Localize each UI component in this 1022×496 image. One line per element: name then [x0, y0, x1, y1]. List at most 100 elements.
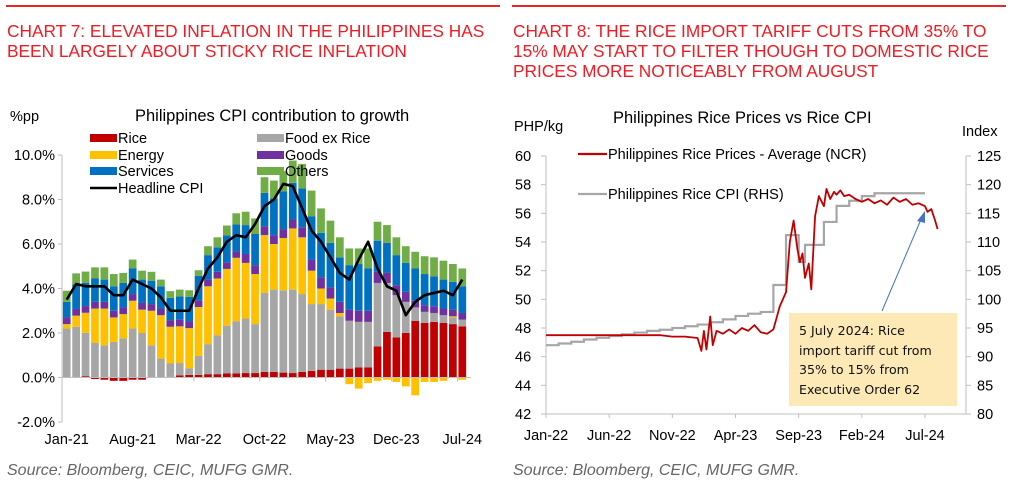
bar-rice: [307, 370, 316, 378]
bar-food-ex-rice: [326, 309, 335, 370]
bar-food-ex-rice: [449, 317, 457, 325]
chart7-ytick-label: 0.0%: [22, 371, 55, 387]
bar-energy: [270, 244, 278, 290]
bar-energy: [420, 377, 429, 382]
chart8-ytick-label-right: 85: [977, 378, 993, 394]
bar-others: [175, 289, 184, 297]
bar-others: [364, 248, 372, 269]
bar-food-ex-rice: [241, 318, 250, 374]
bar-services: [354, 264, 363, 311]
bar-services: [392, 255, 401, 286]
bar-services: [317, 232, 325, 278]
bar-energy: [307, 270, 316, 305]
bar-others: [91, 267, 99, 279]
chart7-ytick-label: 10.0%: [14, 148, 55, 164]
bar-food-ex-rice: [119, 338, 128, 378]
bar-rice: [204, 374, 212, 378]
bar-energy: [72, 315, 80, 327]
chart7-ytick-label: -2.0%: [17, 415, 55, 431]
bar-rice: [241, 373, 250, 378]
chart8-ylabel-right: Index: [962, 124, 998, 140]
bar-services: [439, 279, 448, 309]
headline-cpi-line: [65, 182, 464, 317]
chart8-ytick-label-right: 100: [977, 292, 1001, 308]
bar-rice: [449, 324, 457, 378]
bar-energy: [109, 317, 118, 342]
bar-rice: [128, 377, 137, 380]
bar-services: [109, 286, 118, 311]
bar-rice: [298, 371, 307, 378]
bar-services: [251, 233, 259, 266]
bar-energy: [241, 262, 250, 319]
bar-services: [288, 182, 297, 220]
bar-energy: [345, 377, 354, 385]
bar-rice: [373, 346, 382, 378]
bar-energy: [458, 377, 467, 380]
chart8-xtick-label: Jan-22: [524, 428, 568, 444]
right-header-rule: [512, 5, 1006, 7]
bar-energy: [326, 298, 335, 310]
chart8-ytick-label-right: 115: [977, 206, 1000, 222]
bar-goods: [401, 291, 410, 302]
bar-rice: [411, 320, 420, 378]
bar-others: [439, 260, 448, 280]
bar-services: [326, 242, 335, 288]
bar-rice: [213, 374, 222, 378]
bar-energy: [364, 377, 372, 384]
bar-others: [138, 270, 146, 280]
bar-food-ex-rice: [175, 363, 184, 376]
bar-services: [335, 257, 344, 302]
bar-goods: [175, 319, 184, 327]
bar-goods: [345, 309, 354, 321]
bar-food-ex-rice: [420, 311, 429, 323]
bar-rice: [91, 377, 99, 380]
bar-services: [307, 216, 316, 260]
bar-services: [213, 247, 222, 272]
bar-goods: [430, 306, 438, 313]
bar-rice: [270, 371, 278, 378]
bar-rice: [185, 374, 194, 378]
bar-energy: [138, 309, 146, 333]
bar-food-ex-rice: [185, 368, 194, 375]
chart8-ytick-label-left: 50: [515, 292, 531, 308]
bar-goods: [251, 265, 259, 275]
bar-goods: [100, 301, 109, 309]
rice-price-line: [546, 188, 939, 352]
bar-food-ex-rice: [213, 335, 222, 375]
chart8-xtick-label: Sep-23: [775, 428, 822, 444]
chart7-xtick-label: May-23: [306, 432, 354, 448]
bar-rice: [260, 371, 269, 378]
bar-goods: [109, 310, 118, 318]
bar-goods: [307, 259, 316, 271]
chart7-xtick-label: Oct-22: [243, 432, 287, 448]
bar-goods: [439, 308, 448, 316]
bar-others: [326, 220, 335, 243]
bar-food-ex-rice: [430, 312, 438, 322]
bar-goods: [222, 262, 231, 269]
legend-label-headline-cpi: Headline CPI: [118, 181, 203, 197]
chart8-ytick-label-right: 110: [977, 235, 1000, 251]
legend-label-others: Others: [285, 164, 329, 180]
bar-others: [335, 237, 344, 258]
bar-energy: [430, 377, 438, 382]
bar-goods: [260, 226, 269, 236]
bar-rice: [392, 337, 401, 378]
bar-rice: [458, 326, 467, 378]
bar-others: [81, 271, 90, 283]
legend-swatch-rice: [90, 134, 117, 142]
bar-others: [373, 221, 382, 241]
bar-services: [383, 242, 391, 273]
chart7-xtick-label: Jan-21: [45, 432, 89, 448]
bar-others: [430, 257, 438, 277]
chart8-ytick-label-left: 52: [515, 264, 531, 280]
chart8-ytick-label-right: 125: [977, 149, 1001, 165]
bar-rice: [119, 377, 128, 381]
bar-energy: [119, 314, 128, 339]
bar-rice: [430, 321, 438, 378]
bar-food-ex-rice: [298, 294, 307, 372]
bar-energy: [288, 228, 297, 290]
bar-rice: [222, 373, 231, 378]
chart7-source: Source: Bloomberg, CEIC, MUFG GMR.: [7, 462, 294, 479]
chart8-xtick-label: Jul-24: [905, 428, 945, 444]
